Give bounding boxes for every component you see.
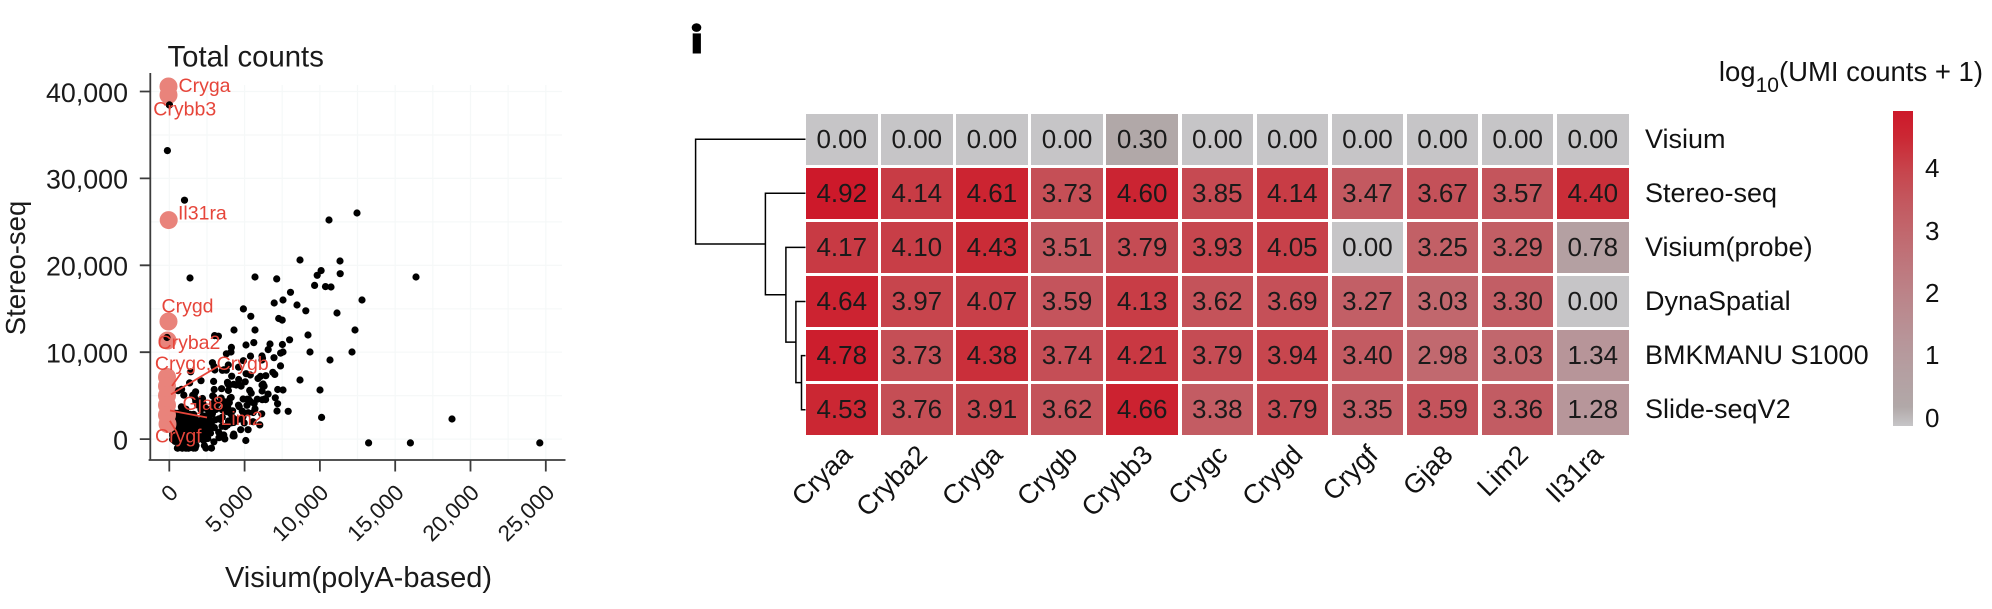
svg-text:Cryga: Cryga	[936, 439, 1009, 512]
svg-text:Visium(polyA-based): Visium(polyA-based)	[225, 562, 492, 594]
svg-text:20,000: 20,000	[46, 252, 128, 282]
svg-text:Crygd: Crygd	[1236, 440, 1308, 512]
svg-text:Cryga: Cryga	[179, 75, 231, 97]
svg-text:Cryba2: Cryba2	[158, 332, 221, 354]
svg-text:Crygd: Crygd	[162, 296, 214, 318]
svg-text:Crygb: Crygb	[1011, 440, 1083, 512]
svg-text:15,000: 15,000	[342, 480, 408, 546]
svg-text:10,000: 10,000	[267, 480, 333, 546]
svg-text:Cryba2: Cryba2	[850, 440, 933, 523]
svg-text:0: 0	[113, 425, 128, 455]
svg-text:25,000: 25,000	[493, 480, 559, 546]
svg-text:Crybb3: Crybb3	[1076, 440, 1159, 523]
svg-text:Gja8: Gja8	[183, 393, 224, 415]
svg-text:Crygf: Crygf	[1317, 439, 1384, 506]
svg-text:Il31ra: Il31ra	[1540, 439, 1610, 509]
svg-text:Gja8: Gja8	[1397, 440, 1459, 502]
svg-text:20,000: 20,000	[418, 480, 484, 546]
svg-text:10,000: 10,000	[46, 339, 128, 369]
svg-text:5,000: 5,000	[201, 480, 258, 537]
svg-text:Crybb3: Crybb3	[153, 99, 216, 121]
svg-text:Total counts: Total counts	[168, 41, 324, 74]
svg-text:Crygf: Crygf	[155, 426, 202, 448]
svg-text:0: 0	[156, 480, 183, 507]
svg-text:Cryaa: Cryaa	[786, 439, 859, 512]
svg-text:Crygc, Crygb: Crygc, Crygb	[155, 353, 269, 375]
svg-text:30,000: 30,000	[46, 165, 128, 195]
svg-text:Lim2: Lim2	[221, 408, 263, 430]
svg-text:Crygc: Crygc	[1162, 440, 1233, 511]
svg-text:40,000: 40,000	[46, 78, 128, 108]
svg-text:Lim2: Lim2	[1471, 440, 1534, 503]
svg-text:Stereo-seq: Stereo-seq	[0, 201, 31, 336]
svg-text:Il31ra: Il31ra	[178, 203, 227, 225]
